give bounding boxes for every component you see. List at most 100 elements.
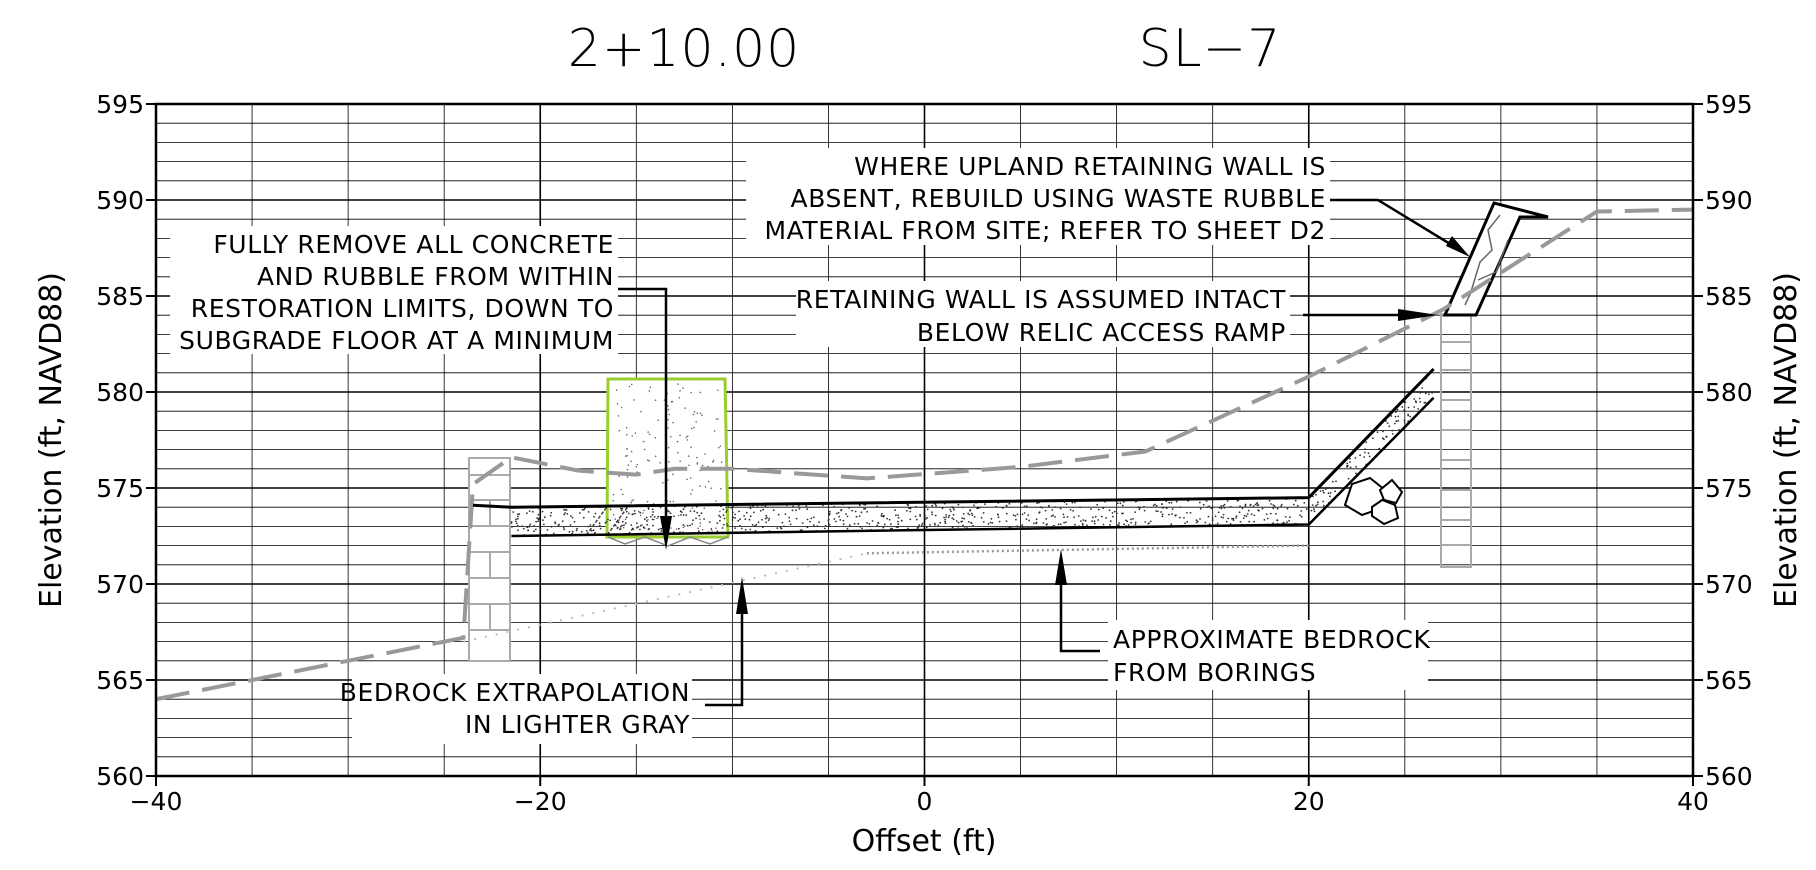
stipple-dot <box>876 524 879 527</box>
stipple-dot <box>1130 518 1132 521</box>
stipple-dot <box>719 516 722 518</box>
stipple-dot <box>1223 503 1226 506</box>
stipple-dot <box>909 507 912 510</box>
stipple-dot <box>897 523 900 525</box>
stipple-dot <box>631 513 634 516</box>
stipple-dot <box>1116 524 1119 526</box>
stipple-dot <box>1246 513 1249 515</box>
stipple-dot <box>636 526 638 529</box>
stipple-dot <box>1042 522 1045 524</box>
stipple-dot <box>641 524 643 526</box>
stipple-dot <box>648 433 651 436</box>
stipple-dot <box>1248 520 1250 523</box>
stipple-dot <box>851 509 854 512</box>
stipple-dot <box>1207 515 1210 518</box>
stipple-dot <box>970 522 973 525</box>
stipple-dot <box>1038 511 1041 514</box>
stipple-dot <box>1337 486 1339 489</box>
stipple-dot <box>717 446 720 449</box>
stipple-dot <box>968 521 970 523</box>
stipple-dot <box>789 523 792 526</box>
stipple-dot <box>1403 419 1406 422</box>
stipple-dot <box>982 512 985 514</box>
stipple-dot <box>1289 516 1291 519</box>
stipple-dot <box>798 508 801 510</box>
remove-concrete-leader <box>618 287 668 532</box>
stipple-dot <box>721 527 724 529</box>
stipple-dot <box>1315 504 1317 507</box>
wall-intact-line-2: BELOW RELIC ACCESS RAMP <box>917 318 1286 347</box>
stipple-dot <box>1035 522 1038 525</box>
stipple-dot <box>743 515 745 517</box>
stipple-dot <box>688 464 690 467</box>
stipple-dot <box>639 528 641 531</box>
stipple-dot <box>531 510 534 513</box>
stipple-dot <box>683 525 686 527</box>
stipple-dot <box>708 521 711 523</box>
stipple-dot <box>799 529 802 531</box>
stipple-dot <box>915 518 918 521</box>
stipple-dot <box>1211 517 1214 519</box>
stipple-dot <box>751 524 754 526</box>
stipple-dot <box>625 426 628 429</box>
stipple-dot <box>631 435 633 437</box>
stipple-dot <box>569 524 572 526</box>
stipple-dot <box>931 511 933 514</box>
stipple-dot <box>587 532 589 534</box>
stipple-dot <box>1316 503 1319 506</box>
stipple-dot <box>766 516 768 519</box>
stipple-dot <box>788 516 791 519</box>
stipple-dot <box>1051 509 1054 511</box>
stipple-dot <box>1390 415 1393 417</box>
stipple-dot <box>749 507 752 510</box>
stipple-dot <box>1276 519 1279 522</box>
stipple-dot <box>1005 512 1008 515</box>
stipple-dot <box>1401 406 1404 408</box>
stipple-dot <box>699 412 702 415</box>
stipple-dot <box>1253 520 1255 523</box>
stipple-dot <box>757 521 760 524</box>
stipple-dot <box>1284 516 1287 518</box>
stipple-dot <box>1057 523 1060 526</box>
stipple-dot <box>933 522 936 525</box>
y-tick-label-right: 595 <box>1705 90 1753 119</box>
y-axis-label-left: Elevation (ft, NAVD88) <box>34 272 69 608</box>
stipple-dot <box>620 509 623 512</box>
stipple-dot <box>984 503 986 505</box>
stipple-dot <box>1300 515 1303 518</box>
stipple-dot <box>962 524 964 527</box>
stipple-dot <box>682 387 684 389</box>
stipple-dot <box>720 461 723 464</box>
stipple-dot <box>646 523 648 526</box>
stipple-dot <box>1045 518 1048 520</box>
stipple-dot <box>1313 510 1316 513</box>
y-tick-label-right: 565 <box>1705 666 1753 695</box>
stipple-dot <box>518 513 521 515</box>
stipple-dot <box>1115 512 1118 515</box>
stipple-dot <box>917 526 920 529</box>
stipple-dot <box>1208 505 1210 508</box>
stipple-dot <box>668 413 671 416</box>
bedrock-extrapolation-line-2: IN LIGHTER GRAY <box>465 710 690 739</box>
stipple-dot <box>969 509 971 512</box>
stipple-dot <box>647 506 650 509</box>
stipple-dot <box>980 516 983 519</box>
stipple-dot <box>1220 516 1223 518</box>
stipple-dot <box>581 508 584 511</box>
stipple-dot <box>1118 524 1120 527</box>
stipple-dot <box>951 526 954 529</box>
stipple-dot <box>795 509 797 512</box>
stipple-dot <box>1286 521 1288 524</box>
y-tick-label-left: 580 <box>96 378 144 407</box>
stipple-dot <box>522 527 525 530</box>
stipple-dot <box>701 528 704 531</box>
stipple-dot <box>1235 515 1238 518</box>
stipple-dot <box>939 521 942 524</box>
stipple-dot <box>998 520 1001 523</box>
stipple-dot <box>539 528 542 531</box>
stipple-dot <box>642 440 645 443</box>
stipple-dot <box>541 510 544 513</box>
stipple-dot <box>944 520 946 523</box>
stipple-dot <box>972 524 974 527</box>
